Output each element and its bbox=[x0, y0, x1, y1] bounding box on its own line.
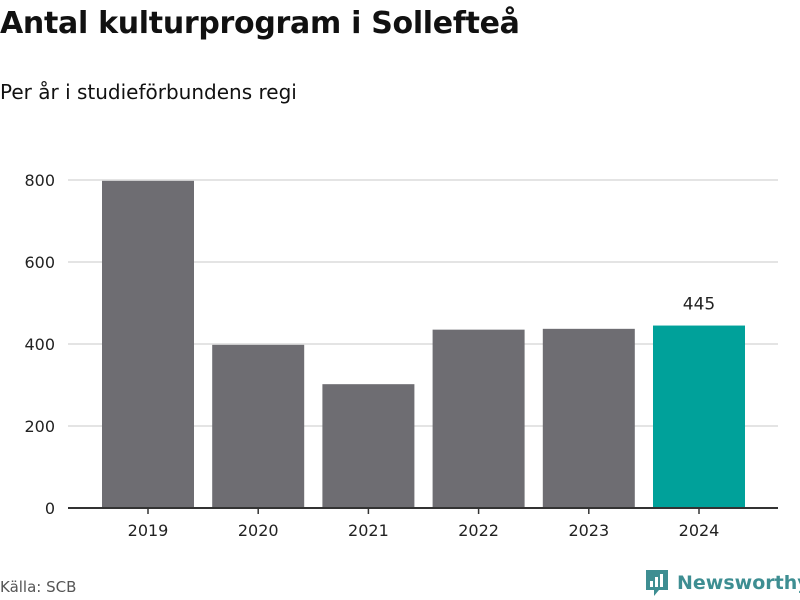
newsworthy-logo-icon bbox=[646, 570, 668, 596]
source-note: Källa: SCB bbox=[0, 578, 77, 596]
data-labels: 445 bbox=[683, 295, 715, 315]
y-tick-label: 200 bbox=[24, 417, 55, 436]
bar-2019 bbox=[102, 180, 194, 508]
bar-2023 bbox=[542, 328, 635, 508]
y-tick-label: 800 bbox=[24, 171, 55, 190]
chart-title: Antal kulturprogram i Sollefteå bbox=[0, 6, 520, 41]
brand-logo: Newsworthy bbox=[644, 568, 800, 598]
data-label: 445 bbox=[683, 295, 715, 315]
x-tick-label: 2024 bbox=[679, 521, 720, 540]
x-tick-label: 2020 bbox=[238, 521, 279, 540]
bar-chart: 0 200 400 600 800 2019 2020 2021 2022 2023 2024 4… bbox=[24, 171, 778, 540]
x-tick-label: 2021 bbox=[348, 521, 389, 540]
bar-2021 bbox=[322, 384, 415, 508]
x-tick-label: 2019 bbox=[128, 521, 169, 540]
bar-2022 bbox=[432, 329, 525, 508]
x-axis-ticks: 2019 2020 2021 2022 2023 2024 bbox=[128, 508, 720, 540]
chart-subtitle: Per år i studieförbundens regi bbox=[0, 80, 297, 104]
bar-2024 bbox=[653, 325, 745, 508]
bar-2020 bbox=[212, 344, 305, 508]
brand-name: Newsworthy bbox=[677, 572, 800, 594]
y-tick-label: 400 bbox=[24, 335, 55, 354]
y-axis-ticks: 0 200 400 600 800 bbox=[24, 171, 55, 518]
x-tick-label: 2022 bbox=[458, 521, 499, 540]
y-tick-label: 0 bbox=[45, 499, 55, 518]
bars bbox=[102, 180, 745, 508]
x-tick-label: 2023 bbox=[568, 521, 609, 540]
y-tick-label: 600 bbox=[24, 253, 55, 272]
